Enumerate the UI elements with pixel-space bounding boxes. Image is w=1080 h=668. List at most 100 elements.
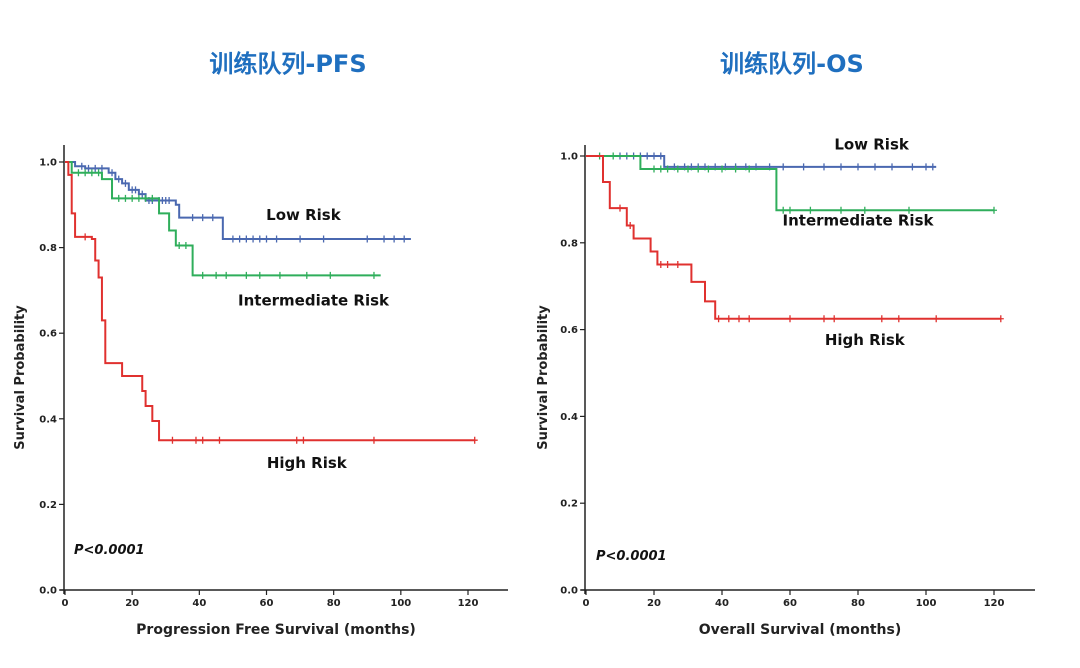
censor-mark	[370, 271, 377, 279]
censor-mark	[657, 152, 664, 160]
censor-mark	[216, 436, 223, 444]
censor-mark	[674, 165, 681, 173]
censor-mark	[85, 164, 92, 172]
censor-mark	[664, 165, 671, 173]
x-tick-label: 60	[783, 598, 797, 609]
x-tick-label: 120	[458, 598, 479, 609]
censor-mark	[719, 165, 725, 173]
censor-mark	[657, 261, 664, 268]
y-tick-label: 1.0	[39, 158, 57, 169]
y-tick-label: 0.8	[39, 243, 57, 254]
censor-mark	[223, 271, 230, 279]
chart-pfs: 0.0 0.2 0.4 0.6 0.8 1.0 0 20 40 60 80 100 120 Progres…	[13, 145, 508, 638]
censor-mark	[132, 186, 139, 194]
censor-mark	[209, 214, 216, 222]
censor-mark	[780, 206, 787, 214]
censor-mark	[109, 169, 116, 177]
censor-mark	[98, 164, 105, 172]
censor-mark	[878, 315, 885, 323]
censor-mark	[182, 241, 189, 249]
censor-mark	[855, 163, 861, 171]
censor-mark	[906, 206, 912, 214]
censor-mark	[256, 235, 263, 243]
censor-mark	[300, 436, 307, 444]
x-tick-label: 40	[192, 598, 206, 609]
censor-mark	[471, 436, 478, 444]
series-line-low-risk	[65, 161, 411, 241]
x-tick-label: 60	[260, 598, 274, 609]
censor-mark	[135, 194, 142, 202]
censor-mark	[651, 152, 657, 160]
censor-mark	[695, 165, 702, 173]
censor-mark	[821, 163, 827, 171]
censor-mark	[909, 163, 916, 171]
censor-mark	[256, 271, 263, 279]
censor-mark	[129, 194, 136, 202]
censor-mark	[229, 235, 236, 243]
series-label-high-risk: High Risk	[267, 454, 348, 472]
censor-mark	[746, 165, 753, 173]
censor-mark	[142, 194, 149, 202]
censor-mark	[327, 271, 334, 279]
censor-mark	[122, 194, 129, 202]
series-label-low-risk: Low Risk	[834, 135, 910, 153]
x-tick-label: 80	[327, 598, 341, 609]
censor-mark	[715, 315, 722, 323]
censor-mark	[169, 436, 176, 444]
censor-mark	[664, 261, 671, 268]
y-tick-label: 0.6	[39, 329, 57, 340]
censor-mark	[92, 164, 99, 172]
censor-mark	[139, 190, 146, 198]
censor-mark	[627, 221, 634, 229]
censor-mark	[746, 315, 753, 323]
censor-mark	[293, 436, 300, 444]
x-tick-label: 0	[583, 598, 590, 609]
x-tick-label: 20	[647, 598, 661, 609]
censor-mark	[364, 235, 371, 243]
y-tick-label: 0.0	[39, 586, 57, 597]
censor-mark	[732, 165, 739, 173]
censor-mark	[176, 241, 183, 249]
censor-mark	[800, 163, 807, 171]
series-label-intermediate-risk: Intermediate Risk	[238, 291, 390, 309]
x-tick-label: 20	[125, 598, 139, 609]
censor-mark	[243, 271, 250, 279]
censor-mark	[617, 204, 623, 212]
censor-mark	[95, 169, 102, 177]
y-tick-label: 0.2	[39, 500, 57, 511]
censor-mark	[320, 235, 327, 243]
censor-mark	[651, 165, 657, 173]
censor-mark	[644, 152, 651, 160]
x-tick-label: 40	[715, 598, 729, 609]
y-tick-label: 0.4	[39, 414, 57, 425]
chart-os: 0.0 0.2 0.4 0.6 0.8 1.0 0 20 40 60 80 100 120 Overall…	[536, 135, 1035, 638]
censor-mark	[381, 235, 388, 243]
censor-mark	[166, 197, 173, 205]
censor-mark	[189, 214, 196, 222]
p-value: P<0.0001	[74, 543, 145, 558]
y-tick-label: 0.6	[560, 325, 578, 336]
censor-mark	[929, 163, 936, 171]
x-tick-label: 120	[984, 598, 1005, 609]
y-tick-label: 0.2	[560, 499, 578, 510]
censor-mark	[831, 315, 838, 323]
censor-mark	[199, 214, 206, 222]
x-axis-title: Progression Free Survival (months)	[136, 622, 416, 638]
y-tick-label: 1.0	[560, 152, 578, 163]
censor-mark	[391, 235, 398, 243]
censor-mark	[991, 206, 997, 214]
censor-mark	[75, 169, 82, 177]
censor-mark	[725, 315, 732, 323]
censor-mark	[657, 165, 664, 173]
censor-mark	[401, 235, 408, 243]
censor-mark	[199, 271, 206, 279]
censor-mark	[610, 152, 617, 160]
x-tick-label: 100	[390, 598, 411, 609]
censor-mark	[82, 233, 89, 241]
censor-mark	[674, 261, 681, 268]
censor-mark	[78, 162, 85, 170]
censor-mark	[243, 235, 250, 243]
censor-mark	[88, 169, 95, 177]
censor-mark	[787, 206, 793, 214]
x-tick-label: 100	[916, 598, 937, 609]
